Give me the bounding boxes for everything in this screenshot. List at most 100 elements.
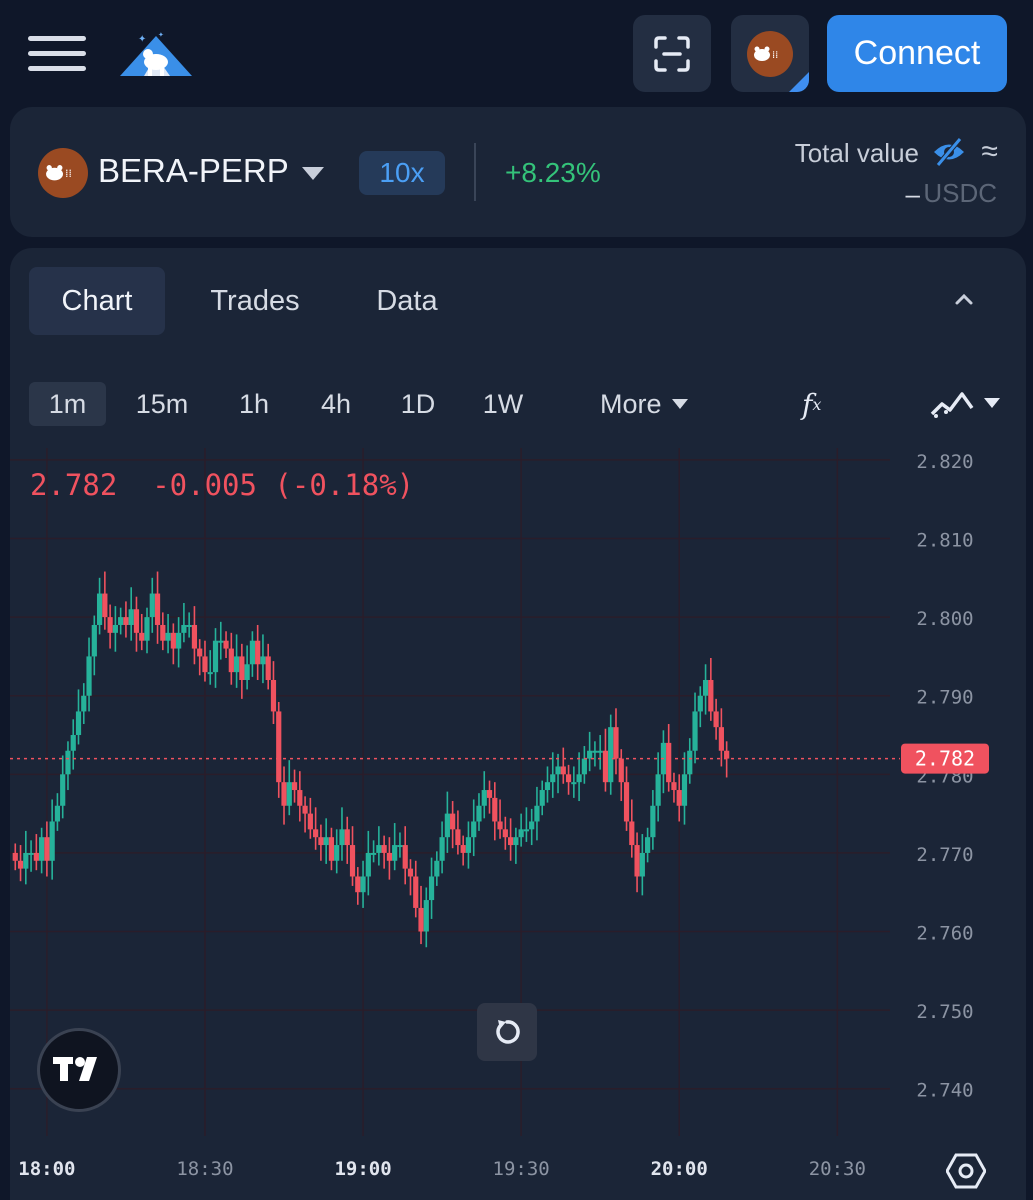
candle-body [112, 624, 118, 633]
market-selector[interactable]: BERA-PERP [98, 152, 289, 189]
interval-1w[interactable]: 1W [482, 388, 524, 419]
last-price-badge [901, 743, 989, 774]
candle-body [307, 813, 313, 830]
candle-body [592, 750, 598, 753]
candle-body [102, 593, 108, 618]
scan-button[interactable] [633, 15, 711, 92]
candle-body [576, 774, 582, 783]
candle-body [392, 845, 398, 861]
chevron-down-icon[interactable] [302, 167, 324, 180]
candle-body [671, 782, 677, 791]
candle-body [507, 837, 514, 846]
candle-body [376, 845, 382, 853]
candle-body [70, 735, 76, 751]
candle-body [666, 742, 672, 783]
candle-body [418, 907, 424, 932]
total-value-unit: USDC [923, 178, 997, 208]
candle-body [176, 632, 182, 649]
tab-data[interactable]: Data [376, 284, 438, 317]
x-tick-label: 18:30 [176, 1158, 233, 1180]
interval-1d[interactable]: 1D [400, 388, 436, 419]
scan-icon [654, 35, 690, 72]
price-chart[interactable]: 2.8202.8102.8002.7902.7802.7702.7602.750… [10, 448, 1026, 1200]
candle-body [724, 750, 730, 759]
candle-body [713, 711, 719, 728]
eye-slash-icon[interactable] [932, 137, 966, 167]
tab-chart[interactable]: Chart [29, 267, 165, 335]
candle-body [318, 837, 324, 846]
tradingview-logo[interactable] [37, 1028, 121, 1112]
divider [474, 143, 476, 201]
svg-text:✦: ✦ [138, 34, 146, 45]
reset-view-button[interactable] [477, 1003, 537, 1061]
interval-1m[interactable]: 1m [29, 382, 106, 426]
candle-body [702, 680, 709, 696]
connect-button[interactable]: Connect [827, 15, 1007, 92]
hamburger-menu-icon[interactable] [28, 34, 88, 74]
candle-body [149, 593, 155, 618]
candle-body [86, 656, 92, 696]
account-avatar-button[interactable]: ⁞⁞ [731, 15, 809, 92]
interval-1h[interactable]: 1h [238, 388, 270, 419]
top-bar: ✦ ✦ ⁞⁞ Connect [0, 0, 1033, 105]
candle-body [471, 821, 477, 838]
candle-body [191, 624, 198, 649]
candle-body [634, 845, 640, 877]
settings-hexagon-icon[interactable] [946, 1151, 986, 1191]
x-tick-label: 20:30 [809, 1158, 866, 1180]
market-card: ⁞⁞ BERA-PERP 10x +8.23% Total value ≈ – … [10, 107, 1026, 237]
candle-body [133, 609, 140, 633]
candle-body [207, 672, 213, 675]
chart-type-icon[interactable] [928, 384, 1008, 424]
candle-body [28, 852, 34, 855]
svg-text:✦: ✦ [158, 31, 164, 39]
candle-body [60, 774, 66, 806]
chevron-up-icon[interactable] [952, 288, 976, 312]
candle-body [65, 750, 71, 775]
candle-body [123, 617, 129, 625]
candle-body [613, 727, 619, 759]
candle-body [23, 852, 29, 869]
leverage-badge[interactable]: 10x [359, 151, 445, 195]
candle-body [244, 664, 250, 680]
candle-body [44, 837, 50, 861]
candle-body [544, 782, 551, 791]
candle-body [91, 624, 97, 657]
candle-body [197, 648, 203, 657]
account-badge [789, 72, 809, 92]
candle-body [565, 774, 572, 783]
candle-body [581, 758, 587, 775]
y-tick-label: 2.810 [916, 530, 973, 552]
candle-body [212, 640, 219, 673]
candle-body [645, 837, 651, 853]
candle-body [697, 695, 703, 712]
candle-body [555, 766, 561, 775]
candle-body [550, 774, 556, 783]
bear-mountain-logo[interactable]: ✦ ✦ [118, 28, 194, 80]
candle-body [17, 860, 24, 869]
interval-4h[interactable]: 4h [320, 388, 352, 419]
candle-body [608, 727, 614, 783]
candle-body [718, 727, 724, 751]
candle-body [313, 829, 319, 838]
candle-body [428, 876, 435, 901]
candle-body [681, 774, 688, 806]
candle-body [687, 750, 693, 775]
reset-view-icon [496, 1020, 520, 1044]
tab-trades[interactable]: Trades [210, 284, 300, 317]
candle-body [439, 837, 445, 861]
candle-body [160, 624, 166, 641]
more-label: More [600, 388, 662, 419]
more-intervals-dropdown[interactable]: More [600, 382, 688, 426]
candle-body [302, 805, 308, 814]
candle-body [692, 711, 698, 751]
interval-15m[interactable]: 15m [135, 388, 189, 419]
candle-body [276, 711, 282, 783]
candle-body [339, 829, 345, 846]
candle-body [139, 632, 145, 641]
candle-body [618, 758, 624, 783]
bera-token-icon: ⁞⁞ [38, 148, 88, 198]
candle-body [49, 821, 55, 861]
y-tick-label: 2.750 [916, 1001, 973, 1023]
